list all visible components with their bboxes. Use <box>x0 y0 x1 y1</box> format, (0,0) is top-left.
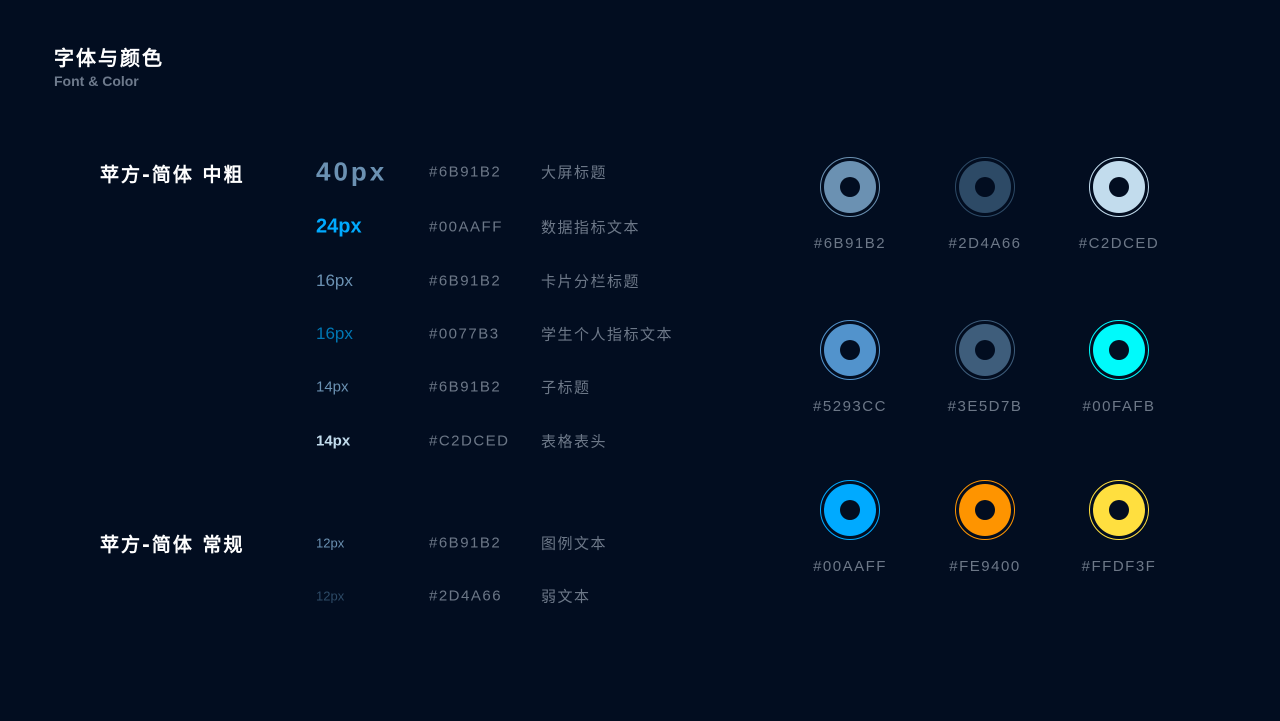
font-size-sample: 12px <box>316 588 345 604</box>
color-swatch: #00FAFB <box>1049 320 1189 430</box>
swatch-hole <box>1109 500 1129 520</box>
color-swatch: #2D4A66 <box>915 157 1055 267</box>
swatch-hex-label: #FFDF3F <box>1081 558 1157 575</box>
font-spec-row: 12px #2D4A66 弱文本 <box>316 581 756 611</box>
swatch-disc <box>824 484 876 536</box>
swatch-hole <box>840 177 860 197</box>
swatch-disc <box>824 324 876 376</box>
font-size-sample: 12px <box>316 535 345 551</box>
swatch-hole <box>840 340 860 360</box>
color-swatch: #6B91B2 <box>780 157 920 267</box>
swatch-disc <box>1093 484 1145 536</box>
font-spec-row: 14px #C2DCED 表格表头 <box>316 426 756 456</box>
swatch-hex-label: #3E5D7B <box>947 398 1023 415</box>
font-spec-row: 16px #6B91B2 卡片分栏标题 <box>316 266 756 296</box>
swatch-hex-label: #C2DCED <box>1078 235 1160 252</box>
swatch-hex-label: #00AAFF <box>813 558 887 575</box>
font-spec-row: 12px #6B91B2 图例文本 <box>316 528 756 558</box>
swatch-hex-label: #FE9400 <box>949 558 1021 575</box>
swatch-hole <box>975 340 995 360</box>
font-color-hex: #6B91B2 <box>429 534 502 552</box>
swatch-disc <box>959 161 1011 213</box>
swatch-disc <box>1093 161 1145 213</box>
font-color-hex: #2D4A66 <box>429 587 503 605</box>
font-size-sample: 16px <box>316 271 353 290</box>
font-usage-description: 学生个人指标文本 <box>541 325 674 344</box>
swatch-hex-label: #5293CC <box>813 398 887 415</box>
font-usage-description: 弱文本 <box>541 587 591 606</box>
swatch-hex-label: #2D4A66 <box>948 235 1022 252</box>
page-subtitle: Font & Color <box>54 73 139 89</box>
font-usage-description: 子标题 <box>541 378 591 397</box>
swatch-hex-label: #6B91B2 <box>813 235 887 252</box>
color-swatch: #FFDF3F <box>1049 480 1189 590</box>
swatch-hole <box>975 177 995 197</box>
swatch-ring <box>1089 157 1149 217</box>
color-swatch: #5293CC <box>780 320 920 430</box>
swatch-ring <box>820 157 880 217</box>
swatch-ring <box>955 480 1015 540</box>
font-color-hex: #6B91B2 <box>429 378 502 396</box>
swatch-hole <box>1109 340 1129 360</box>
font-size-sample: 14px <box>316 432 351 450</box>
font-color-hex: #00AAFF <box>429 218 503 236</box>
font-size-sample: 14px <box>316 378 349 396</box>
font-color-hex: #0077B3 <box>429 325 500 343</box>
swatch-disc <box>824 161 876 213</box>
font-color-hex: #6B91B2 <box>429 272 502 290</box>
swatch-ring <box>820 320 880 380</box>
font-name-regular: 苹方-简体 常规 <box>100 534 245 556</box>
color-swatch: #3E5D7B <box>915 320 1055 430</box>
font-color-hex: #6B91B2 <box>429 163 502 181</box>
swatch-hole <box>975 500 995 520</box>
color-swatch: #C2DCED <box>1049 157 1189 267</box>
font-name-medium: 苹方-简体 中粗 <box>100 164 245 186</box>
font-size-sample: 16px <box>316 324 353 343</box>
font-size-sample: 24px <box>316 215 362 238</box>
swatch-ring <box>955 320 1015 380</box>
font-usage-description: 大屏标题 <box>541 163 608 182</box>
swatch-hex-label: #00FAFB <box>1082 398 1156 415</box>
font-usage-description: 数据指标文本 <box>541 218 641 237</box>
font-color-hex: #C2DCED <box>429 432 510 450</box>
font-spec-row: 14px #6B91B2 子标题 <box>316 372 756 402</box>
font-usage-description: 表格表头 <box>541 432 608 451</box>
swatch-ring <box>1089 480 1149 540</box>
font-usage-description: 图例文本 <box>541 534 608 553</box>
font-spec-row: 16px #0077B3 学生个人指标文本 <box>316 319 756 349</box>
swatch-hole <box>840 500 860 520</box>
font-spec-row: 24px #00AAFF 数据指标文本 <box>316 212 756 242</box>
color-swatch: #00AAFF <box>780 480 920 590</box>
swatch-ring <box>820 480 880 540</box>
font-spec-row: 40px #6B91B2 大屏标题 <box>316 157 756 187</box>
swatch-hole <box>1109 177 1129 197</box>
page-title: 字体与颜色 <box>54 46 164 70</box>
swatch-disc <box>1093 324 1145 376</box>
swatch-disc <box>959 484 1011 536</box>
swatch-ring <box>955 157 1015 217</box>
font-size-sample: 40px <box>316 156 388 187</box>
color-swatch: #FE9400 <box>915 480 1055 590</box>
font-usage-description: 卡片分栏标题 <box>541 272 641 291</box>
swatch-ring <box>1089 320 1149 380</box>
swatch-disc <box>959 324 1011 376</box>
